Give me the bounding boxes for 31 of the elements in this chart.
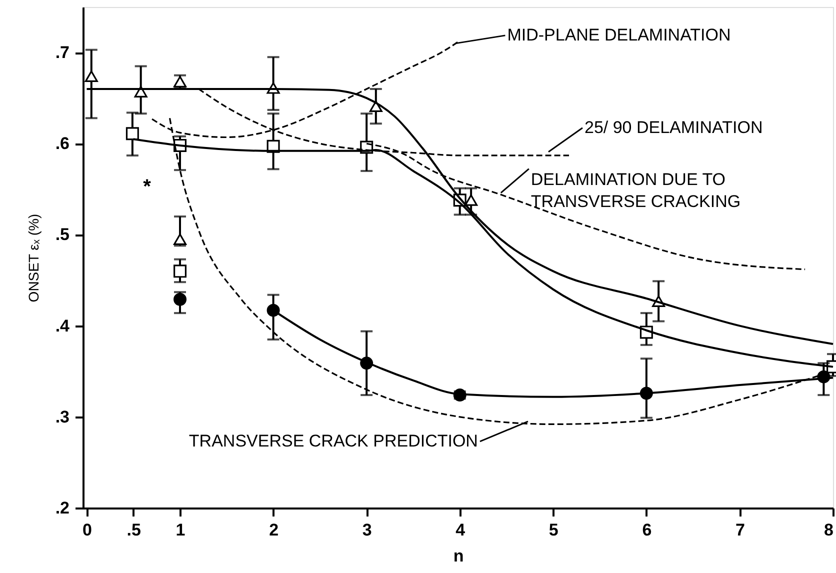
point xyxy=(464,194,478,206)
annotation: * xyxy=(143,176,152,198)
x-tick-label: .5 xyxy=(126,520,141,540)
x-tick-label: 6 xyxy=(642,520,652,540)
y-tick-label: .3 xyxy=(55,407,70,426)
y-tick-label: .5 xyxy=(55,225,70,244)
point xyxy=(174,292,187,306)
x-tick-label: 5 xyxy=(548,520,558,540)
annotation: DELAMINATION DUE TO TRANSVERSE CRACKING xyxy=(530,170,741,211)
x-axis-title: n xyxy=(453,546,464,566)
x-tick-label: 2 xyxy=(269,520,279,540)
annotation: 25/ 90 DELAMINATION xyxy=(584,118,763,137)
point xyxy=(84,70,98,82)
annotation: MID-PLANE DELAMINATION xyxy=(507,25,731,44)
x-tick-label: 8 xyxy=(824,520,834,540)
x-tick-label: 1 xyxy=(176,520,186,540)
x-tick-label: 3 xyxy=(362,520,372,540)
point xyxy=(266,304,280,317)
x-tick-label: 0 xyxy=(82,520,92,540)
x-tick-label: 7 xyxy=(735,520,745,540)
x-tick-label: 4 xyxy=(456,520,466,540)
y-tick-label: .7 xyxy=(55,43,70,62)
point xyxy=(369,100,382,112)
y-axis-title: ONSET εₓ (%) xyxy=(25,214,42,302)
point xyxy=(174,234,187,246)
y-tick-label: .6 xyxy=(55,134,70,154)
annotation: TRANSVERSE CRACK PREDICTION xyxy=(188,431,478,450)
y-tick-label: .2 xyxy=(55,498,70,518)
y-tick-label: .4 xyxy=(55,316,70,336)
point xyxy=(126,127,139,140)
point xyxy=(174,264,187,278)
